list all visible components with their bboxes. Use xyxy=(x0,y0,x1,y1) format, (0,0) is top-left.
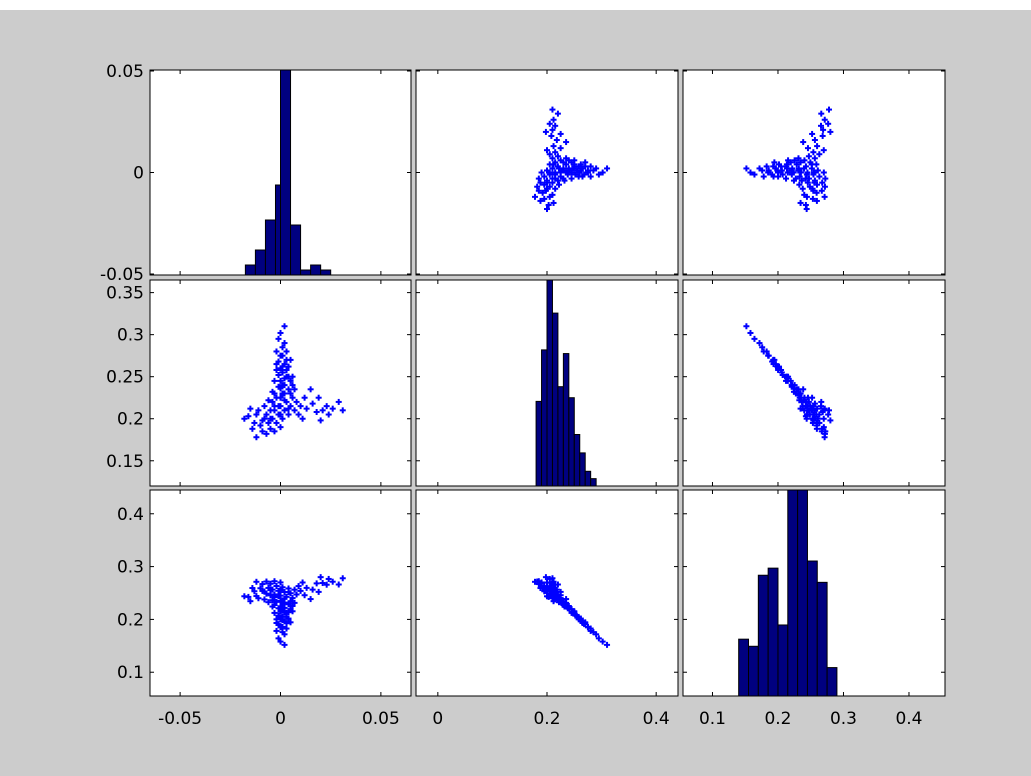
subplot-r2-c2 xyxy=(416,280,678,486)
histogram-bar xyxy=(563,354,568,486)
y-tick-label: 0.2 xyxy=(117,410,144,430)
x-tick-label: -0.05 xyxy=(158,709,202,729)
histogram-bar xyxy=(542,350,547,486)
y-tick-label: -0.05 xyxy=(100,265,144,285)
subplot-r1-c1 xyxy=(150,70,411,275)
subplot-r2-c3 xyxy=(683,280,945,486)
histogram-bar xyxy=(749,646,759,696)
y-tick-label: 0.2 xyxy=(117,610,144,630)
histogram-bar xyxy=(798,490,808,696)
subplot-r3-c1 xyxy=(150,490,411,696)
subplot-r3-c2 xyxy=(416,490,678,696)
y-tick-label: 0.15 xyxy=(106,452,144,472)
histogram-bar xyxy=(580,453,585,486)
histogram-bar xyxy=(807,561,817,696)
histogram-bar xyxy=(558,387,563,486)
histogram-bar xyxy=(311,265,321,275)
y-tick-label: 0.3 xyxy=(117,558,144,578)
histogram-bar xyxy=(265,220,275,275)
histogram-bar xyxy=(827,668,837,696)
y-tick-label: 0.3 xyxy=(117,326,144,346)
histogram-bar xyxy=(321,270,331,275)
histogram-bar xyxy=(569,398,574,486)
axes-background xyxy=(683,280,945,486)
y-tick-label: 0.05 xyxy=(106,62,144,82)
subplot-r3-c3 xyxy=(683,490,945,696)
histogram-bar xyxy=(536,401,541,486)
histogram-bar xyxy=(585,471,590,486)
x-tick-label: 0.1 xyxy=(699,709,726,729)
subplot-r2-c1 xyxy=(150,280,411,486)
histogram-bar xyxy=(778,625,788,696)
x-tick-label: 0 xyxy=(275,709,286,729)
x-tick-label: 0.3 xyxy=(830,709,857,729)
subplot-r1-c3 xyxy=(683,70,945,275)
histogram-bar xyxy=(547,280,552,486)
y-tick-label: 0.35 xyxy=(106,284,144,304)
histogram-bar xyxy=(739,639,749,696)
x-tick-label: 0.4 xyxy=(895,709,922,729)
x-tick-label: 0.2 xyxy=(764,709,791,729)
histogram-bar xyxy=(301,270,311,275)
histogram-bar xyxy=(768,568,778,696)
histogram-bar xyxy=(788,490,798,696)
histogram-bar xyxy=(281,70,291,275)
histogram-bar xyxy=(574,435,579,487)
x-tick-label: 0.2 xyxy=(533,709,560,729)
y-tick-label: 0.1 xyxy=(117,663,144,683)
x-tick-label: 0.05 xyxy=(362,709,400,729)
histogram-bar xyxy=(255,250,265,275)
histogram-bar xyxy=(591,479,596,486)
y-tick-label: 0 xyxy=(133,164,144,184)
x-tick-label: 0 xyxy=(432,709,443,729)
y-tick-label: 0.4 xyxy=(117,505,144,525)
histogram-bar xyxy=(245,265,255,275)
x-tick-label: 0.4 xyxy=(643,709,670,729)
subplot-r1-c2 xyxy=(416,70,678,275)
histogram-bar xyxy=(817,582,827,696)
histogram-bar xyxy=(758,575,768,696)
y-tick-label: 0.25 xyxy=(106,368,144,388)
histogram-bar xyxy=(291,225,301,275)
histogram-bar xyxy=(552,313,557,486)
